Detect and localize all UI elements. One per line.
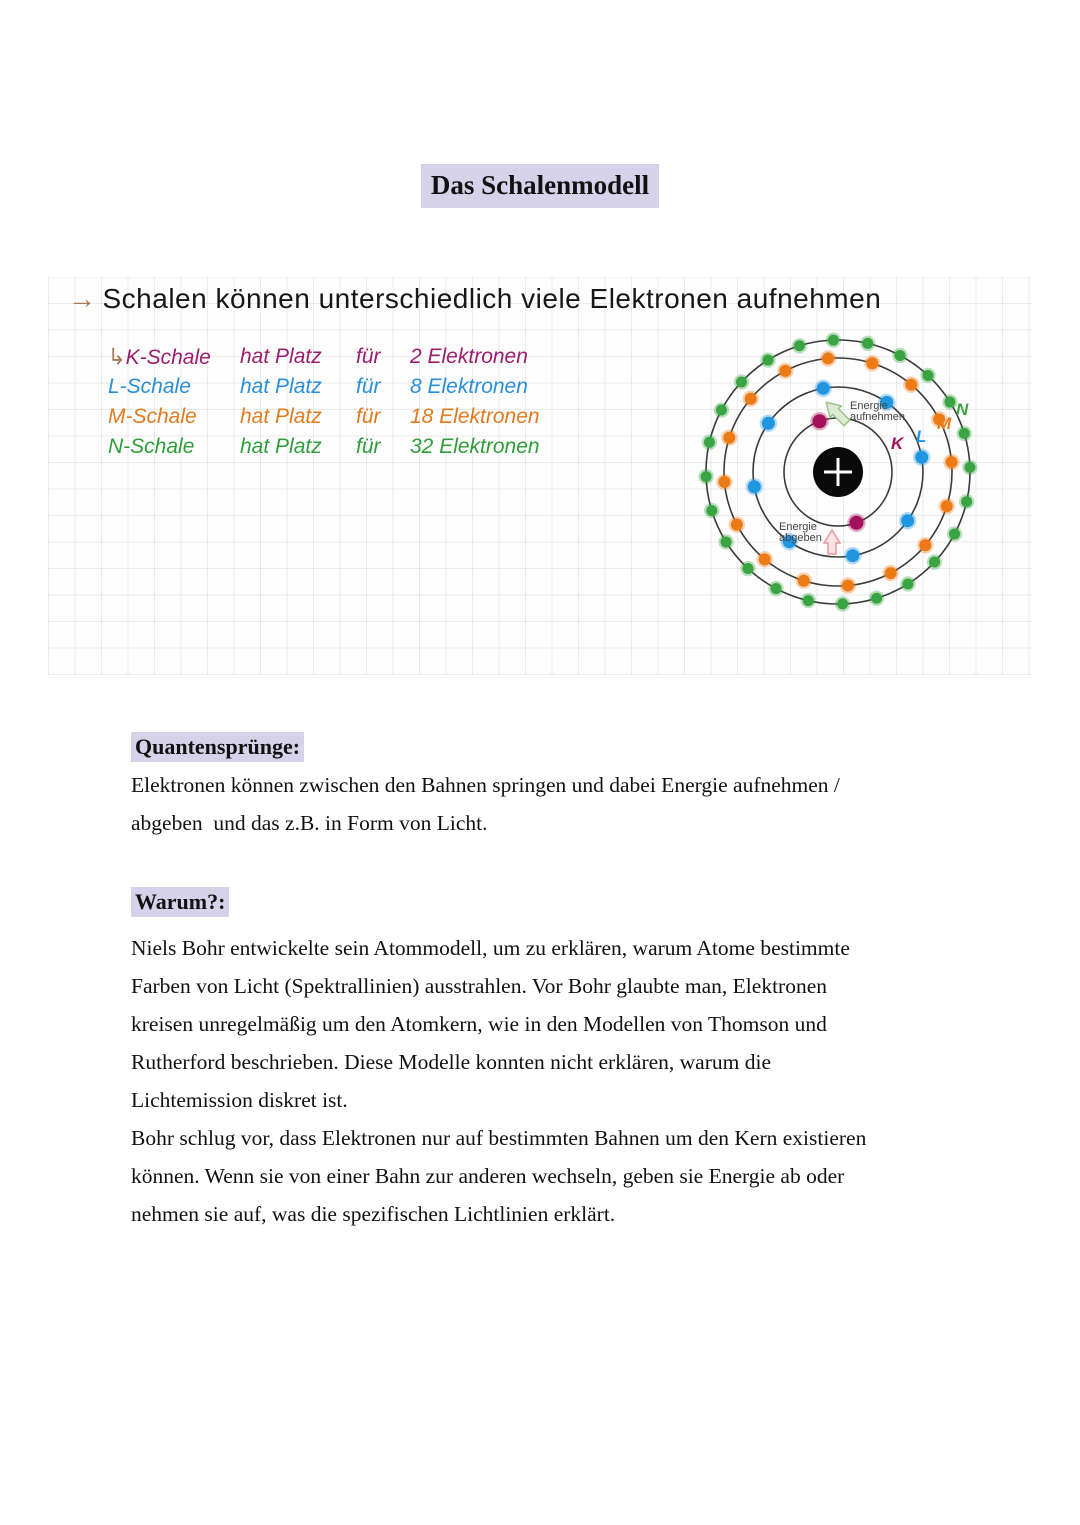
svg-text:N: N <box>956 400 969 419</box>
svg-text:K: K <box>891 434 905 453</box>
svg-text:M: M <box>937 414 952 433</box>
svg-text:L: L <box>916 427 926 446</box>
svg-text:abgeben: abgeben <box>779 532 822 544</box>
svg-text:aufnehmen: aufnehmen <box>850 411 905 423</box>
